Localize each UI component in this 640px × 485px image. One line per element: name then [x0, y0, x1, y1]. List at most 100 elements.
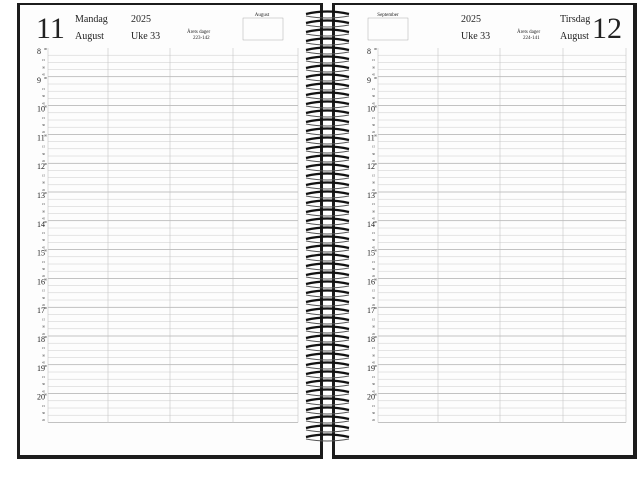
minute-label: 15	[372, 58, 376, 62]
spiral-loop	[305, 397, 350, 403]
spiral-loop	[305, 258, 350, 262]
spiral-loop	[305, 415, 350, 421]
minute-label: 15	[42, 231, 46, 235]
day-number: 12	[592, 12, 622, 45]
spiral-loop	[305, 244, 350, 250]
spiral-loop	[305, 186, 350, 190]
minute-label: 30	[372, 353, 376, 357]
hour-label: 15	[37, 249, 45, 258]
minute-label: 30	[42, 94, 46, 98]
minute-label: 00	[374, 277, 378, 281]
hour-label: 13	[37, 191, 45, 200]
spiral-loop	[305, 28, 350, 34]
spiral-loop	[305, 411, 350, 415]
minute-label: 00	[374, 105, 378, 109]
weekday: Mandag	[75, 14, 108, 25]
spiral-loop	[305, 420, 350, 424]
spiral-loop	[305, 195, 350, 199]
spiral-loop	[305, 60, 350, 64]
spiral-loop	[305, 370, 350, 376]
spiral-loop	[305, 303, 350, 307]
minute-label: 45	[372, 101, 376, 105]
spiral-loop	[305, 132, 350, 136]
spiral-loop	[305, 424, 350, 430]
hour-label: 18	[367, 335, 375, 344]
spiral-loop	[305, 276, 350, 280]
minute-label: 30	[372, 123, 376, 127]
minute-label: 45	[42, 73, 46, 77]
minute-label: 00	[44, 47, 48, 51]
minute-label: 15	[42, 202, 46, 206]
minute-label: 45	[42, 274, 46, 278]
spiral-loop	[305, 127, 350, 133]
spiral-loop	[305, 163, 350, 169]
hour-label: 11	[37, 133, 45, 142]
spiral-loop	[305, 316, 350, 322]
spiral-loop	[305, 285, 350, 289]
minute-label: 00	[44, 105, 48, 109]
minute-label: 30	[372, 181, 376, 185]
spiral-loop	[305, 114, 350, 118]
spiral-loop	[305, 226, 350, 232]
spiral-loop	[305, 388, 350, 394]
minute-label: 15	[42, 289, 46, 293]
spiral-loop	[305, 379, 350, 385]
hour-label: 12	[37, 162, 45, 171]
spiral-loop	[305, 271, 350, 277]
minute-label: 00	[44, 162, 48, 166]
minute-label: 00	[374, 162, 378, 166]
minute-label: 00	[44, 133, 48, 137]
spiral-loop	[305, 91, 350, 97]
minute-label: 45	[372, 303, 376, 307]
minute-label: 00	[374, 47, 378, 51]
minute-label: 45	[372, 245, 376, 249]
minute-label: 15	[372, 317, 376, 321]
mini-calendar-title: September	[377, 13, 399, 18]
spiral-loop	[305, 240, 350, 244]
spiral-loop	[305, 361, 350, 367]
spiral-loop	[305, 325, 350, 331]
minute-label: 45	[42, 101, 46, 105]
minute-label: 45	[372, 389, 376, 393]
day-number: 11	[36, 12, 65, 45]
spiral-loop	[305, 73, 350, 79]
spiral-loop	[305, 366, 350, 370]
spiral-loop	[305, 159, 350, 163]
spiral-loop	[305, 199, 350, 205]
right-page	[335, 5, 633, 455]
minute-label: 30	[42, 181, 46, 185]
spiral-loop	[305, 168, 350, 172]
hour-label: 14	[37, 220, 45, 229]
spiral-loop	[305, 78, 350, 82]
minute-label: 30	[42, 267, 46, 271]
minute-label: 00	[374, 393, 378, 397]
spiral-loop	[305, 307, 350, 313]
minute-label: 15	[372, 346, 376, 350]
minute-label: 45	[372, 332, 376, 336]
minute-label: 00	[374, 364, 378, 368]
spiral-loop	[305, 96, 350, 100]
hour-label: 16	[367, 277, 375, 286]
minute-label: 30	[42, 152, 46, 156]
minute-label: 15	[42, 173, 46, 177]
minute-label: 00	[44, 335, 48, 339]
spiral-loop	[305, 375, 350, 379]
minute-label: 00	[374, 76, 378, 80]
spiral-loop	[305, 249, 350, 253]
spiral-loop	[305, 33, 350, 37]
spiral-loop	[305, 177, 350, 181]
spiral-loop	[305, 105, 350, 109]
minute-label: 00	[374, 306, 378, 310]
hour-label: 20	[367, 393, 375, 402]
spiral-loop	[305, 213, 350, 217]
minute-label: 45	[42, 245, 46, 249]
weekday: Tirsdag	[560, 14, 590, 25]
minute-label: 15	[42, 145, 46, 149]
spiral-loop	[305, 294, 350, 298]
minute-label: 30	[372, 94, 376, 98]
minute-label: 00	[374, 220, 378, 224]
spiral-loop	[305, 330, 350, 334]
spiral-loop	[305, 55, 350, 61]
spiral-loop	[305, 348, 350, 352]
